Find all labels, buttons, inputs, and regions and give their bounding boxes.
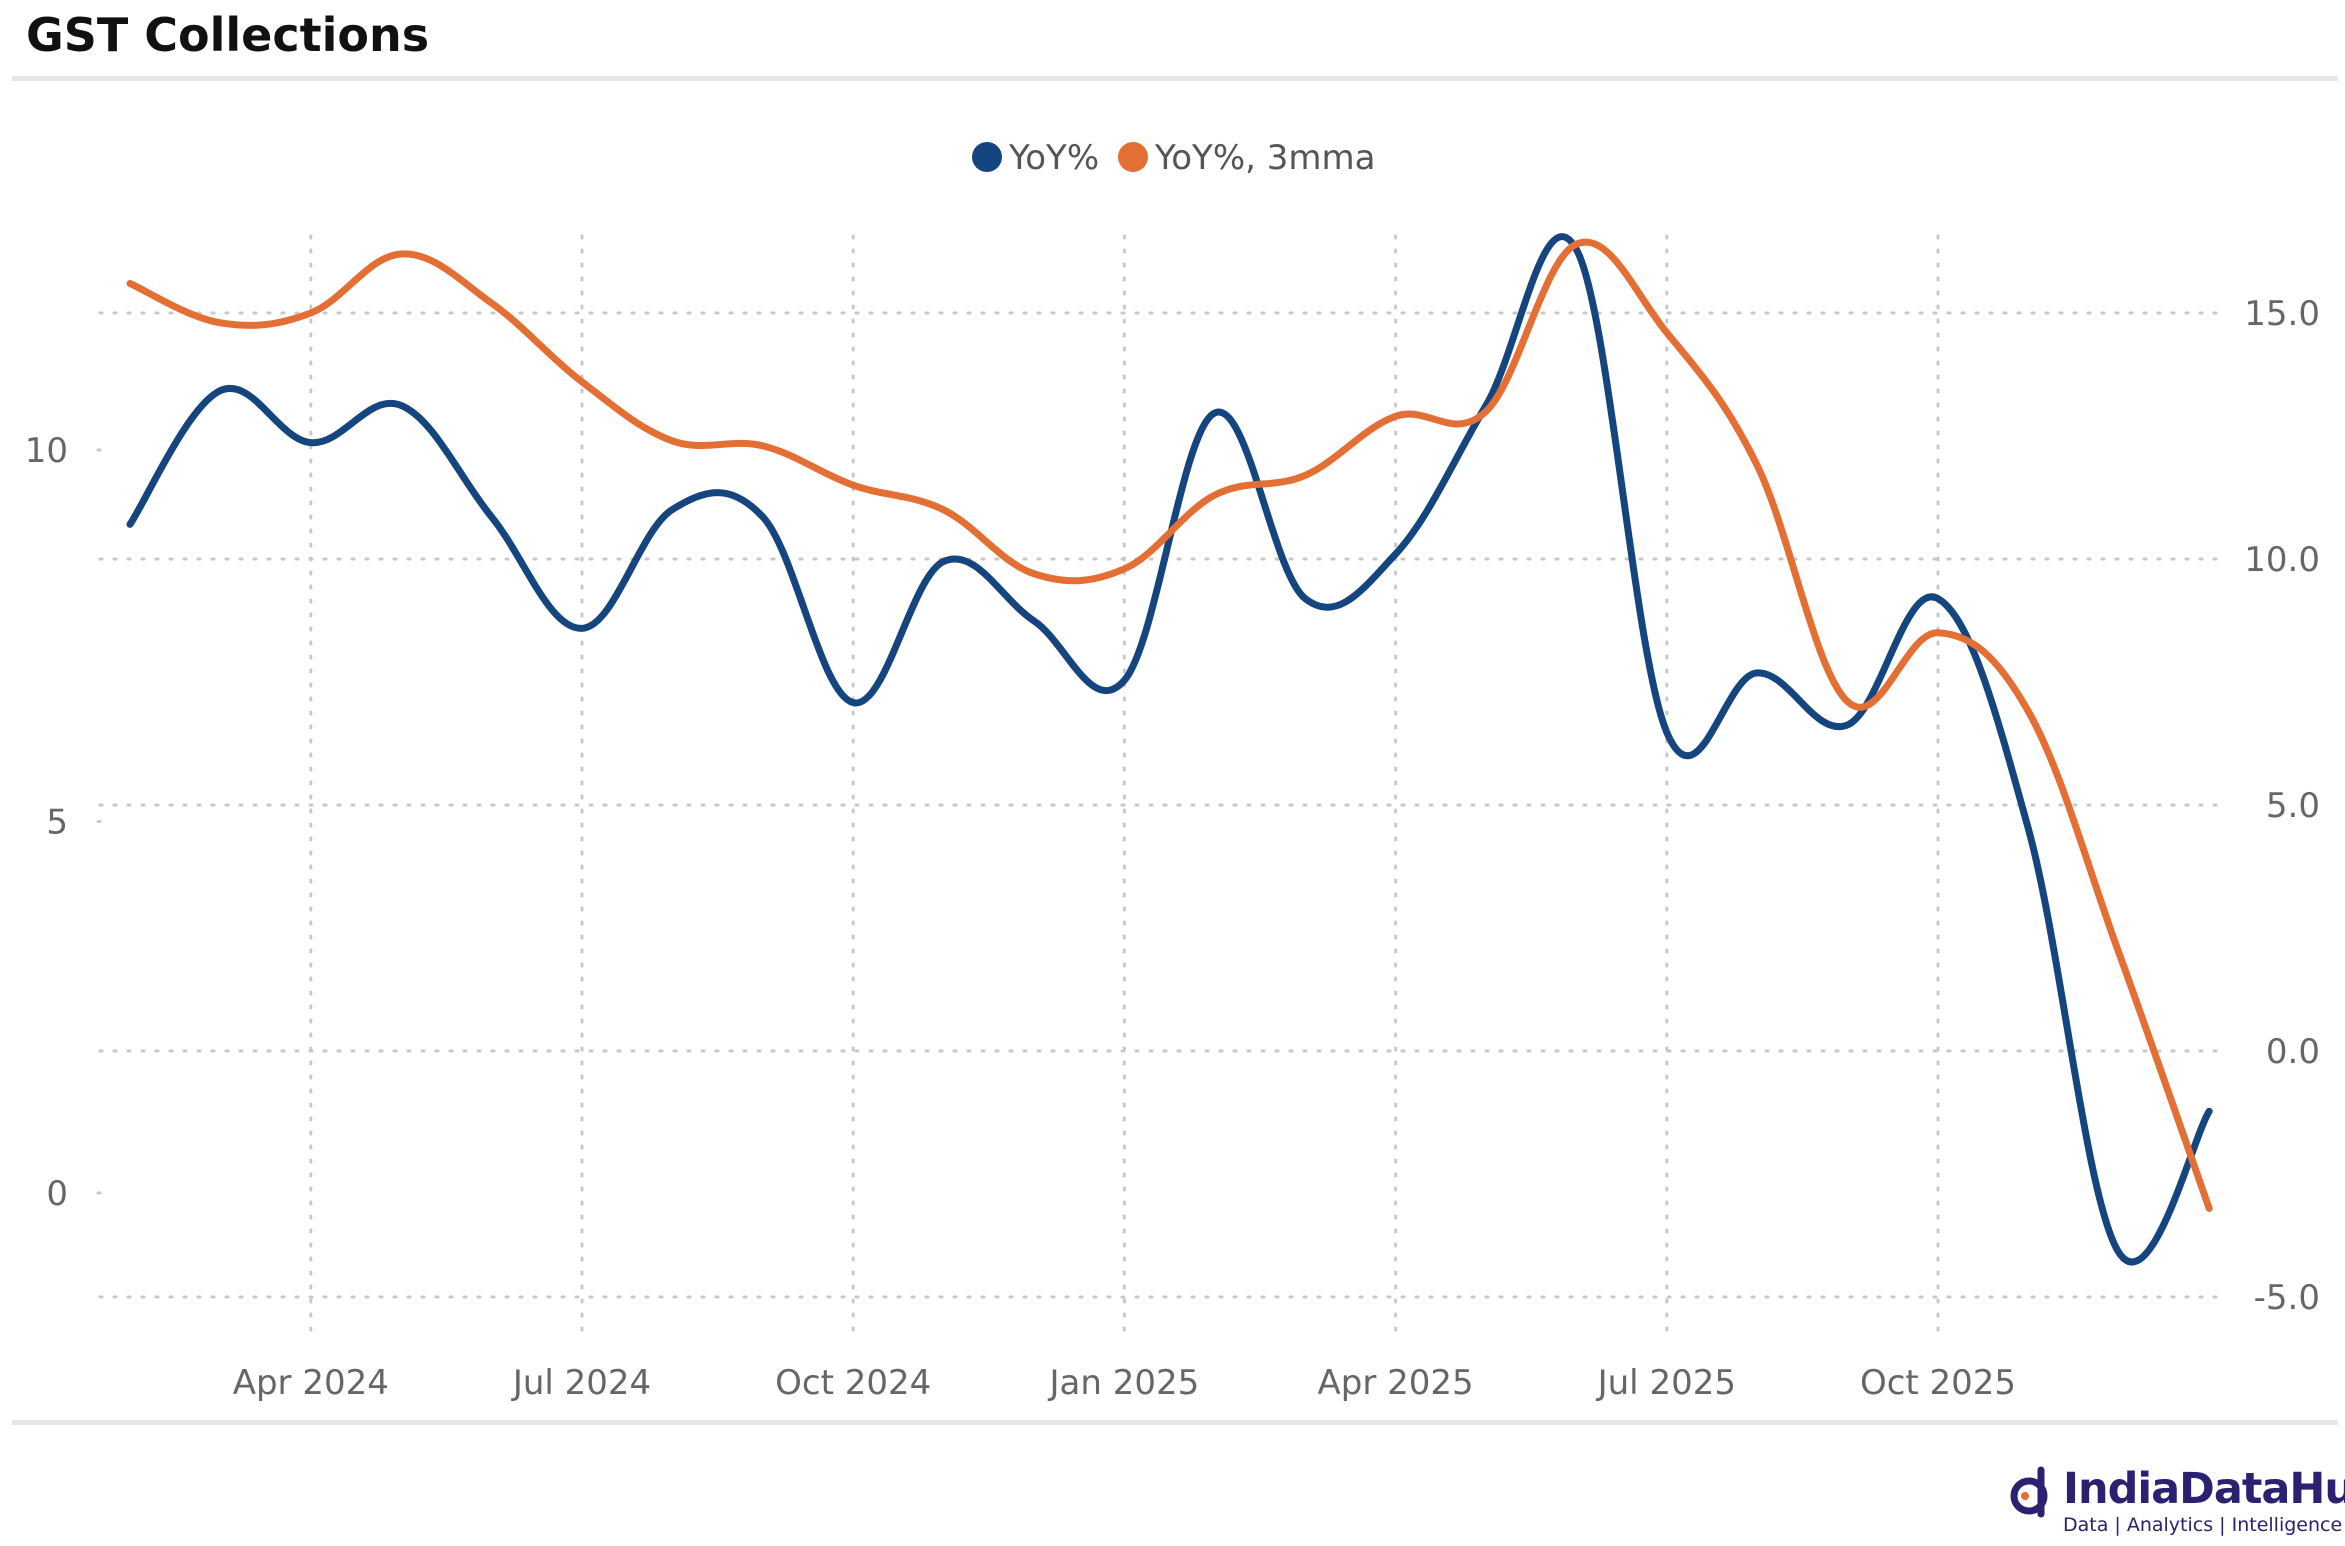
x-tick-label: Jul 2024	[511, 1363, 651, 1403]
series-line-yoy	[126, 233, 2213, 1266]
series-line-yoy-3mma	[126, 238, 2213, 1212]
grid-layer	[96, 234, 2220, 1342]
brand-name: IndiaDataHub	[2063, 1464, 2345, 1514]
brand-logo: IndiaDataHub Data | Analytics | Intellig…	[2005, 1462, 2345, 1542]
x-tick-label: Apr 2025	[1318, 1363, 1474, 1403]
legend-marker-1	[1118, 142, 1148, 172]
header-divider	[12, 76, 2338, 81]
x-tick-label: Jan 2025	[1048, 1363, 1200, 1403]
chart-title: GST Collections	[26, 8, 430, 62]
axis-layer: -5.0 0.0 5.0 10.0 15.0 0 5 10 Apr 2024 Jul 2024 Oc…	[25, 294, 2320, 1403]
y-left-tick-label: 0	[46, 1174, 68, 1214]
brand-tagline: Data | Analytics | Intelligence	[2063, 1514, 2343, 1536]
legend: YoY% YoY%, 3mma	[972, 138, 1375, 178]
x-tick-label: Oct 2025	[1860, 1363, 2016, 1403]
x-tick-label: Oct 2024	[775, 1363, 931, 1403]
footer-divider	[12, 1420, 2338, 1425]
series-layer	[126, 233, 2213, 1266]
y-right-tick-label: 10.0	[2244, 540, 2320, 580]
legend-label: YoY%	[1008, 138, 1099, 178]
brand-mark-icon	[2010, 1466, 2048, 1518]
y-left-tick-label: 5	[46, 803, 68, 843]
y-right-tick-label: -5.0	[2254, 1278, 2320, 1318]
x-tick-label: Apr 2024	[233, 1363, 389, 1403]
x-tick-label: Jul 2025	[1596, 1363, 1736, 1403]
y-left-tick-label: 10	[25, 431, 68, 471]
legend-marker-0	[972, 142, 1002, 172]
y-right-tick-label: 15.0	[2244, 294, 2320, 334]
y-right-tick-label: 5.0	[2266, 786, 2320, 826]
legend-label: YoY%, 3mma	[1154, 138, 1375, 178]
y-right-tick-label: 0.0	[2266, 1032, 2320, 1072]
